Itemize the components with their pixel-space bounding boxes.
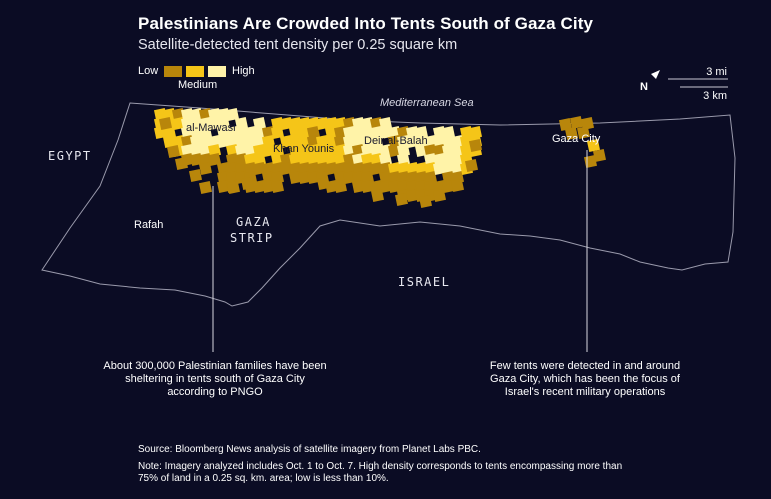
density-cell: [225, 107, 240, 122]
tent-density-cells: [153, 107, 607, 209]
density-cell: [394, 192, 409, 207]
density-cell: [464, 158, 479, 173]
egypt-label: EGYPT: [48, 149, 92, 163]
israel-label: ISRAEL: [398, 275, 450, 289]
density-cell: [316, 176, 331, 191]
density-cell: [158, 116, 173, 131]
legend-swatch-high: [208, 66, 226, 77]
density-cell: [174, 156, 189, 171]
density-cell: [569, 115, 584, 130]
legend-medium-label: Medium: [178, 79, 218, 91]
density-cell: [188, 168, 203, 183]
density-cell: [418, 194, 433, 209]
legend-low-label: Low: [138, 65, 159, 77]
density-cell: [333, 179, 348, 194]
legend-swatch-medium: [186, 66, 204, 77]
rafah-label: Rafah: [134, 219, 163, 231]
density-cell: [468, 138, 483, 153]
density-cell: [576, 125, 591, 140]
source-note: Source: Bloomberg News analysis of satel…: [138, 444, 481, 455]
scale-mi-label: 3 mi: [706, 66, 727, 78]
density-cell: [270, 125, 285, 140]
chart-subtitle: Satellite-detected tent density per 0.25…: [138, 37, 458, 53]
deir-al-balah-label: Deir al-Balah: [364, 135, 428, 147]
annotation-south: About 300,000 Palestinian families have …: [103, 360, 327, 398]
annotation-north: Few tents were detected in and around Ga…: [489, 360, 681, 398]
density-cell: [240, 176, 255, 191]
al-mawasi-label: al-Mawasi: [186, 122, 236, 134]
density-cell: [198, 161, 213, 176]
scale-km-label: 3 km: [703, 90, 727, 102]
chart-title: Palestinians Are Crowded Into Tents Sout…: [138, 14, 594, 33]
legend-high-label: High: [232, 65, 255, 77]
legend-swatch-low: [164, 66, 182, 77]
gaza-strip-label-line2: STRIP: [230, 231, 274, 245]
density-cell: [450, 178, 465, 193]
density-cell: [592, 148, 607, 163]
footnote: Note: Imagery analyzed includes Oct. 1 t…: [138, 461, 623, 484]
density-cell: [370, 188, 385, 203]
density-cell: [270, 179, 285, 194]
density-cell: [432, 188, 447, 203]
density-cell: [198, 180, 213, 195]
density-cell: [558, 117, 573, 132]
density-cell: [226, 180, 241, 195]
density-cell: [564, 126, 579, 141]
scale-bar: 3 mi 3 km: [668, 66, 728, 102]
khan-younis-label: Khan Younis: [273, 143, 335, 155]
gaza-strip-outline: [41, 102, 736, 307]
sea-label: Mediterranean Sea: [380, 97, 474, 109]
density-cell: [166, 144, 181, 159]
density-cell: [207, 152, 222, 167]
density-cell: [583, 154, 598, 169]
gaza-city-label: Gaza City: [552, 133, 601, 145]
north-label: N: [640, 81, 648, 93]
density-cell: [586, 138, 601, 153]
north-arrow-icon: [651, 70, 660, 79]
gaza-strip-label-line1: GAZA: [236, 215, 271, 229]
